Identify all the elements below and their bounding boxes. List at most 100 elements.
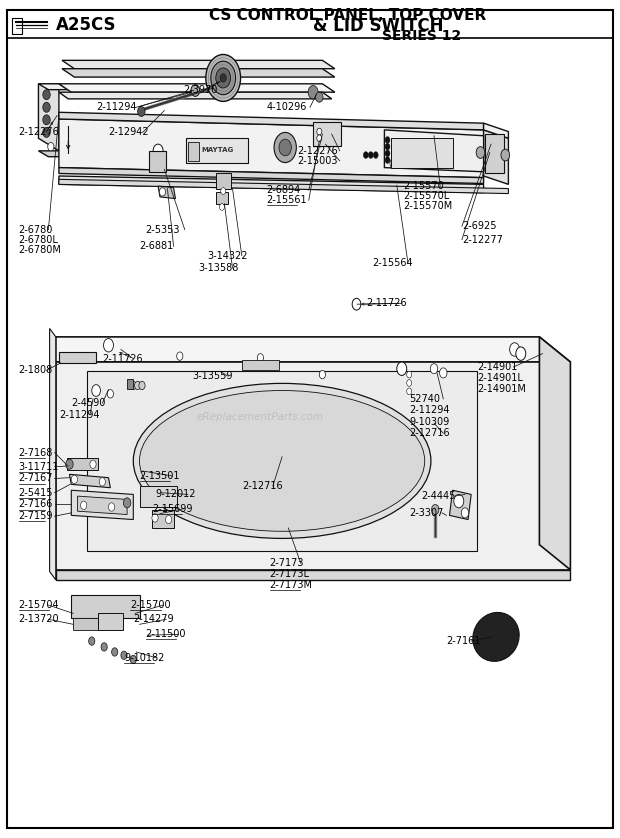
Text: 2-3970: 2-3970 — [183, 85, 217, 95]
Bar — [71, 595, 140, 618]
Polygon shape — [59, 84, 335, 92]
Circle shape — [104, 339, 113, 352]
Circle shape — [101, 643, 107, 651]
Circle shape — [308, 85, 318, 99]
Text: 9-10309: 9-10309 — [409, 416, 450, 427]
Bar — [140, 486, 177, 507]
Circle shape — [159, 188, 166, 196]
Text: 2-15699: 2-15699 — [152, 504, 192, 514]
Circle shape — [206, 54, 241, 101]
Circle shape — [130, 655, 136, 664]
Circle shape — [48, 142, 54, 151]
Circle shape — [112, 648, 118, 656]
Text: 2-15700: 2-15700 — [130, 600, 171, 610]
Polygon shape — [158, 186, 175, 199]
Circle shape — [191, 85, 200, 96]
Polygon shape — [69, 474, 110, 488]
Circle shape — [368, 152, 373, 158]
Circle shape — [385, 137, 390, 143]
Circle shape — [407, 380, 412, 386]
Circle shape — [81, 501, 87, 510]
Circle shape — [221, 188, 226, 194]
Polygon shape — [71, 490, 133, 520]
Circle shape — [92, 385, 100, 396]
Text: 2-11294: 2-11294 — [96, 102, 136, 112]
Polygon shape — [59, 119, 484, 178]
Text: 52740: 52740 — [409, 394, 440, 404]
Text: 2-3307: 2-3307 — [409, 508, 443, 518]
Polygon shape — [59, 112, 484, 130]
Circle shape — [317, 135, 322, 142]
Circle shape — [219, 204, 224, 210]
Circle shape — [135, 381, 141, 390]
Circle shape — [454, 494, 464, 508]
Bar — [188, 142, 199, 161]
Text: 2-6780M: 2-6780M — [19, 245, 61, 255]
Circle shape — [216, 68, 231, 88]
Polygon shape — [56, 362, 570, 570]
Bar — [127, 379, 133, 389]
Text: 2-12716: 2-12716 — [242, 481, 283, 491]
Text: 2-15570M: 2-15570M — [403, 201, 452, 211]
Text: 3-11711: 3-11711 — [19, 462, 59, 472]
Polygon shape — [62, 60, 335, 69]
Text: 2-6780L: 2-6780L — [19, 235, 58, 245]
Text: 2-6925: 2-6925 — [462, 221, 497, 231]
Text: 2-6894: 2-6894 — [267, 185, 301, 195]
Circle shape — [211, 61, 236, 95]
Ellipse shape — [133, 383, 431, 539]
Circle shape — [385, 150, 390, 157]
Circle shape — [461, 508, 469, 518]
Polygon shape — [38, 151, 68, 157]
Text: 2-12276: 2-12276 — [19, 127, 60, 137]
Polygon shape — [484, 123, 508, 138]
Circle shape — [385, 143, 390, 150]
Text: 2-11726: 2-11726 — [366, 298, 407, 308]
Ellipse shape — [140, 391, 425, 531]
Circle shape — [43, 90, 50, 100]
Text: 2-11294: 2-11294 — [59, 410, 99, 420]
Bar — [391, 138, 453, 168]
Circle shape — [66, 459, 73, 469]
Circle shape — [516, 347, 526, 360]
Bar — [186, 138, 248, 163]
Text: 2-12277: 2-12277 — [462, 235, 503, 245]
Text: 2-14901M: 2-14901M — [477, 384, 526, 394]
Text: 2-15570L: 2-15570L — [403, 191, 450, 201]
Text: 2-4445: 2-4445 — [422, 491, 456, 501]
Text: 4-10296: 4-10296 — [267, 102, 307, 112]
Text: 2-5353: 2-5353 — [146, 225, 180, 235]
Bar — [12, 18, 22, 34]
Circle shape — [121, 651, 127, 660]
Text: 2-12716: 2-12716 — [409, 428, 450, 438]
Circle shape — [43, 127, 50, 137]
Circle shape — [363, 152, 368, 158]
Text: 2-13501: 2-13501 — [140, 471, 180, 481]
Text: 3-13559: 3-13559 — [192, 371, 232, 381]
Text: 2-1808: 2-1808 — [19, 365, 53, 375]
Text: 2-15003: 2-15003 — [298, 156, 338, 166]
Text: 2-6780: 2-6780 — [19, 225, 53, 235]
Text: 2-14901L: 2-14901L — [477, 373, 523, 383]
Circle shape — [476, 147, 485, 158]
Bar — [87, 371, 477, 551]
Circle shape — [440, 368, 447, 378]
Circle shape — [319, 370, 326, 379]
Text: 2-14901: 2-14901 — [477, 362, 518, 372]
Bar — [216, 173, 231, 189]
Circle shape — [107, 390, 113, 398]
Bar — [149, 151, 166, 172]
Polygon shape — [62, 69, 335, 77]
Circle shape — [352, 298, 361, 310]
Text: 3-14322: 3-14322 — [208, 251, 248, 261]
Text: 2-7161: 2-7161 — [446, 636, 480, 646]
Text: 2-6881: 2-6881 — [140, 241, 174, 251]
Circle shape — [177, 352, 183, 360]
Ellipse shape — [473, 613, 519, 661]
Bar — [152, 510, 174, 528]
Text: 9-12012: 9-12012 — [155, 489, 195, 499]
Polygon shape — [59, 168, 484, 184]
Text: 2-15704: 2-15704 — [19, 600, 60, 610]
Circle shape — [89, 637, 95, 645]
Bar — [67, 458, 98, 470]
